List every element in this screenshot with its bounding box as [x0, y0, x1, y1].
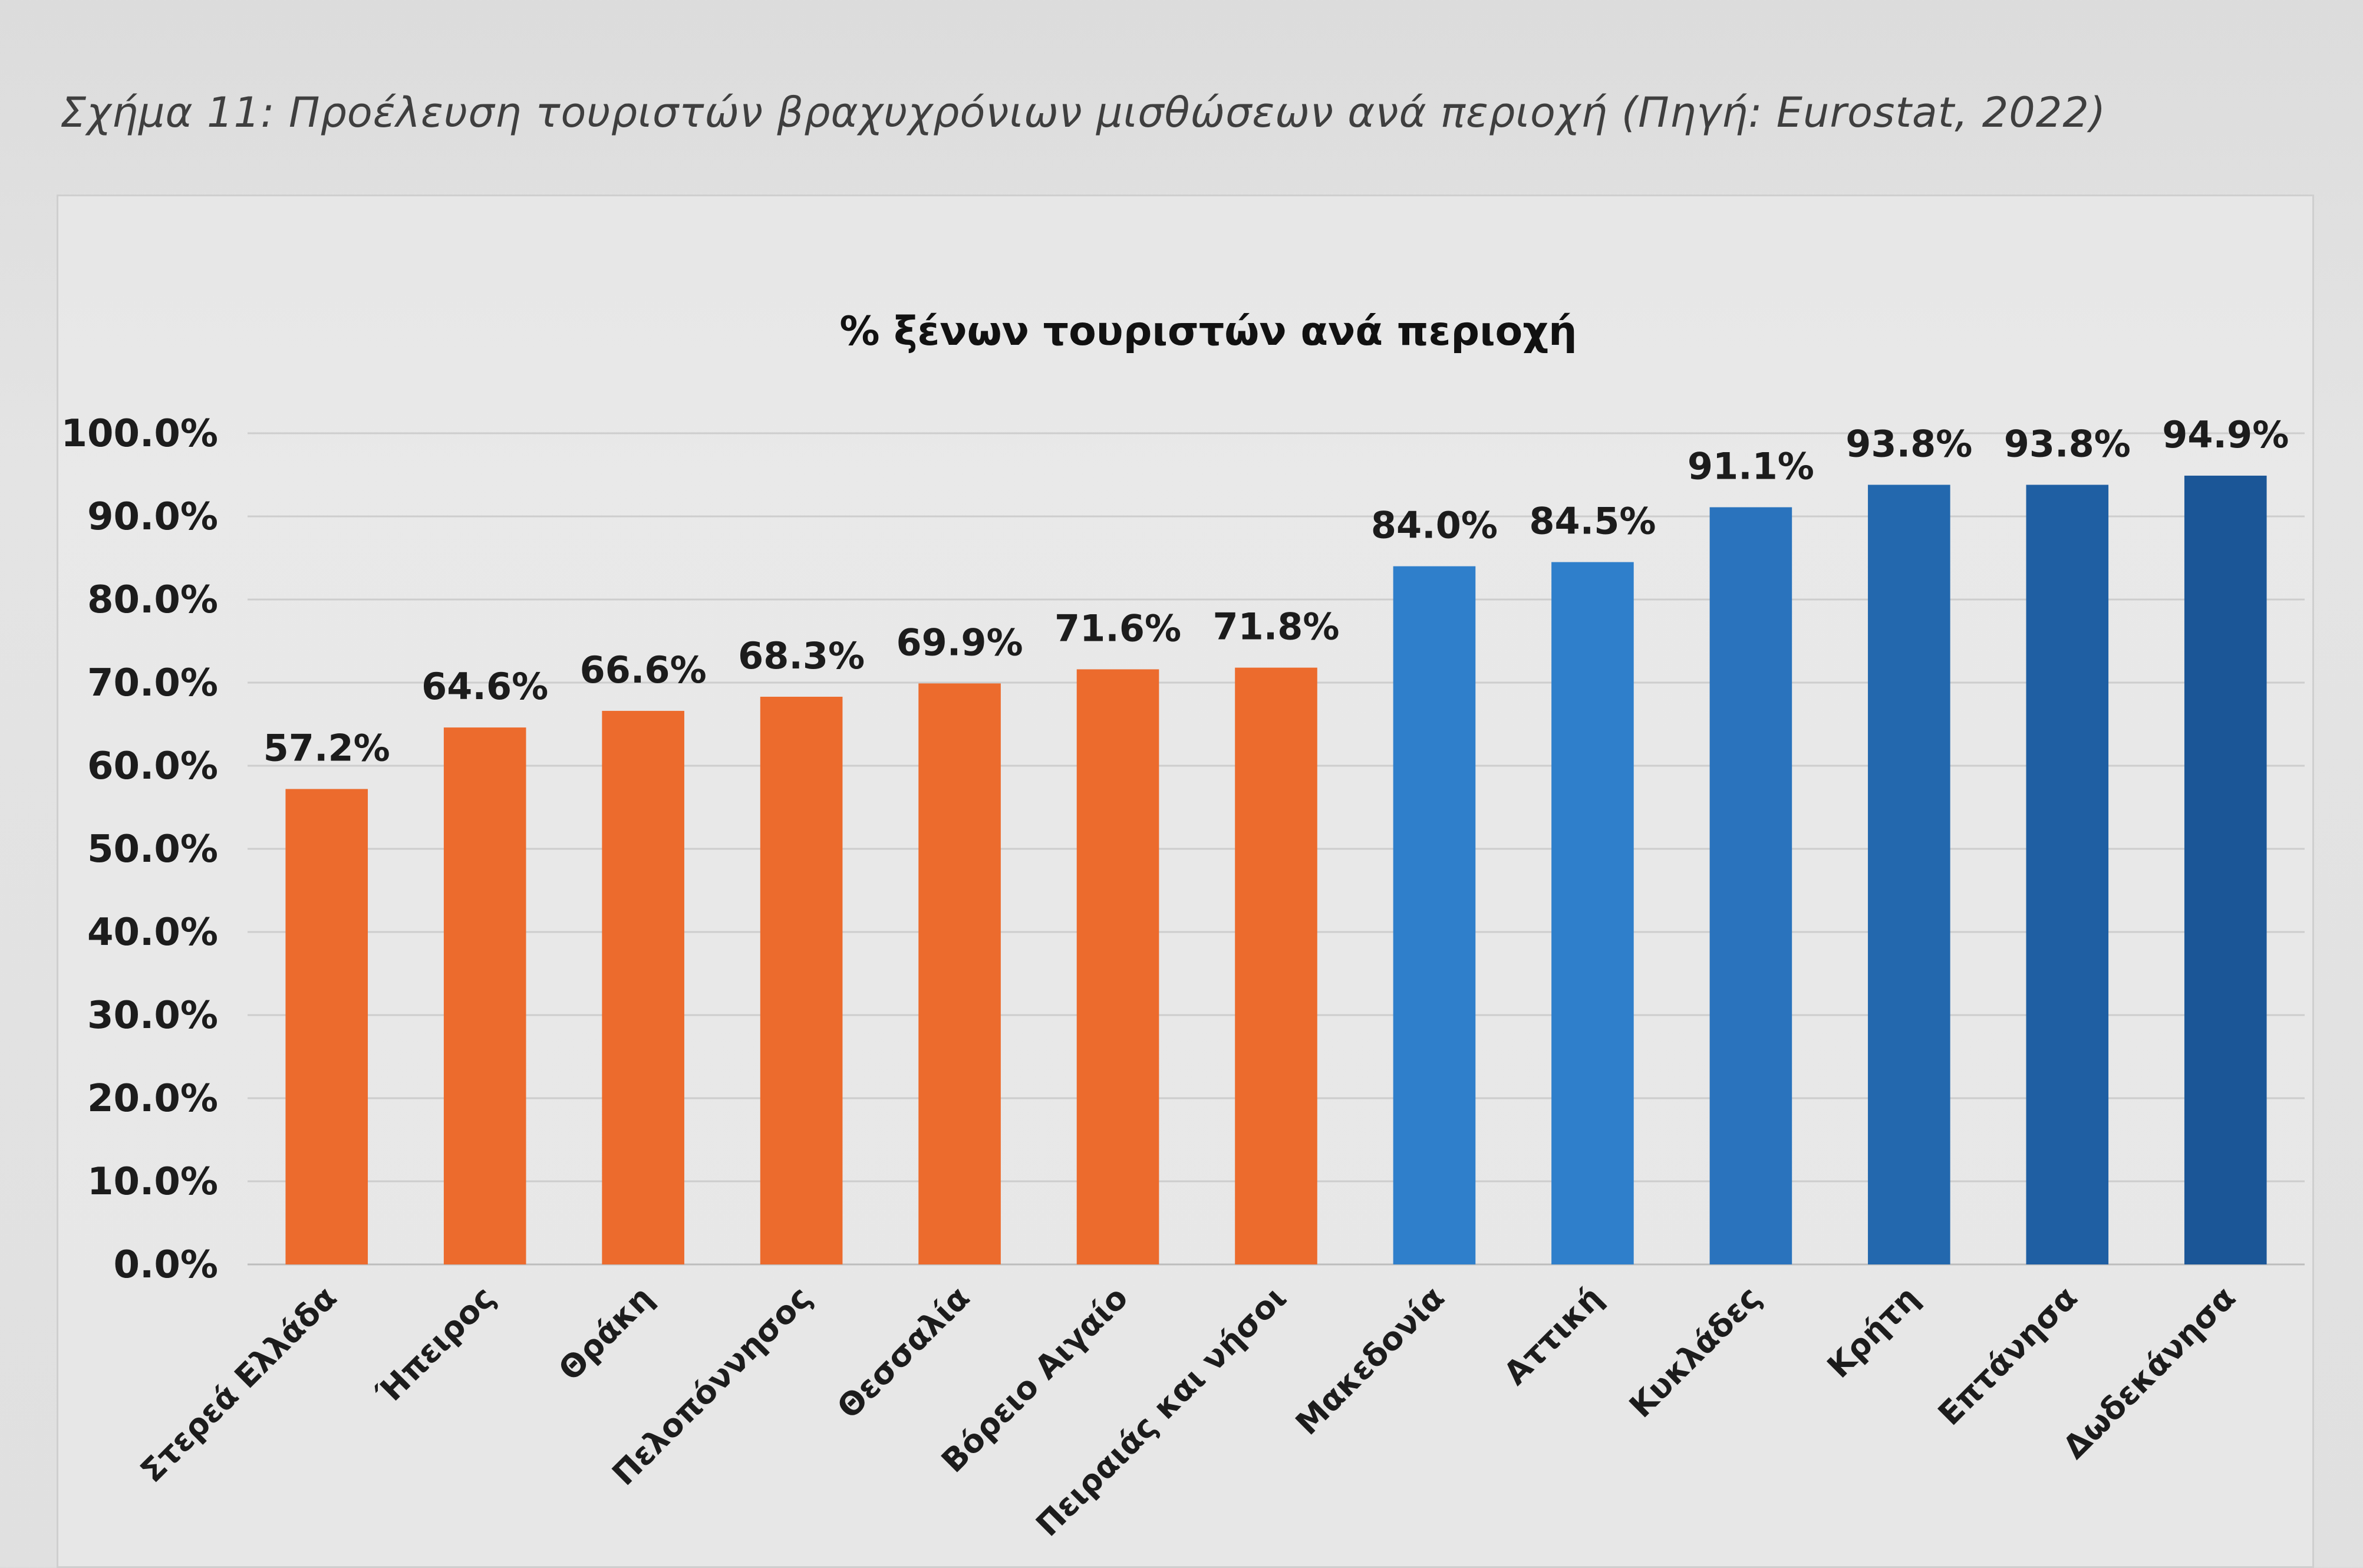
data-label: 94.9%: [2162, 413, 2289, 456]
bar: [1393, 566, 1476, 1264]
data-label: 69.9%: [897, 621, 1023, 664]
y-tick-label: 30.0%: [87, 994, 218, 1037]
data-label: 91.1%: [1688, 444, 1814, 487]
x-tick-label: Στερεά Ελλάδα: [133, 1279, 344, 1490]
x-tick-label: Μακεδονία: [1288, 1279, 1452, 1442]
data-label: 84.0%: [1371, 504, 1498, 547]
figure-caption: Σχήμα 11: Προέλευση τουριστών βραχυχρόνι…: [60, 88, 2107, 137]
y-tick-label: 90.0%: [87, 495, 218, 539]
data-label: 68.3%: [738, 634, 865, 677]
y-axis: 0.0% 10.0% 20.0% 30.0% 40.0% 50.0% 60.0% 70.0% 8…: [61, 412, 218, 1287]
bar: [2184, 475, 2267, 1265]
y-tick-label: 0.0%: [114, 1243, 219, 1287]
data-label: 57.2%: [263, 726, 390, 769]
data-labels: 57.2% 64.6% 66.6% 68.3% 69.9% 71.6% 71.8% 84.0%…: [263, 413, 2289, 770]
x-tick-label: Θράκη: [551, 1279, 660, 1388]
bar: [1076, 669, 1159, 1264]
y-tick-label: 100.0%: [61, 412, 218, 456]
y-tick-label: 80.0%: [87, 578, 218, 622]
bar: [443, 727, 526, 1264]
y-tick-label: 40.0%: [87, 911, 218, 954]
bar: [285, 789, 368, 1264]
data-label: 66.6%: [580, 648, 707, 691]
bar: [2026, 485, 2109, 1265]
bar: [918, 683, 1001, 1264]
x-tick-label: Ήπειρος: [369, 1279, 502, 1412]
bar: [760, 696, 843, 1264]
bar: [1868, 485, 1950, 1265]
data-label: 93.8%: [1845, 422, 1972, 465]
bar: [602, 710, 684, 1264]
data-label: 71.8%: [1212, 605, 1339, 648]
y-tick-label: 60.0%: [87, 745, 218, 788]
data-label: 71.6%: [1054, 607, 1181, 650]
data-label: 93.8%: [2004, 422, 2131, 465]
x-tick-label: Δωδεκάνησα: [2056, 1279, 2243, 1466]
y-tick-label: 50.0%: [87, 828, 218, 871]
x-tick-label: Αττική: [1497, 1279, 1610, 1392]
data-label: 84.5%: [1529, 500, 1656, 543]
x-tick-label: Θεσσαλία: [830, 1279, 977, 1426]
x-tick-label: Επτάνησα: [1931, 1279, 2085, 1433]
bar: [1709, 507, 1792, 1264]
chart-title: % ξένων τουριστών ανά περιοχή: [839, 308, 1577, 355]
x-tick-label: Κρήτη: [1820, 1279, 1926, 1385]
y-tick-label: 70.0%: [87, 661, 218, 705]
y-tick-label: 10.0%: [87, 1160, 218, 1204]
bars: [285, 475, 2267, 1265]
y-tick-label: 20.0%: [87, 1077, 218, 1121]
x-tick-label: Κυκλάδες: [1622, 1279, 1768, 1425]
bar: [1551, 562, 1634, 1264]
data-label: 64.6%: [421, 665, 548, 708]
bar: [1235, 667, 1317, 1264]
